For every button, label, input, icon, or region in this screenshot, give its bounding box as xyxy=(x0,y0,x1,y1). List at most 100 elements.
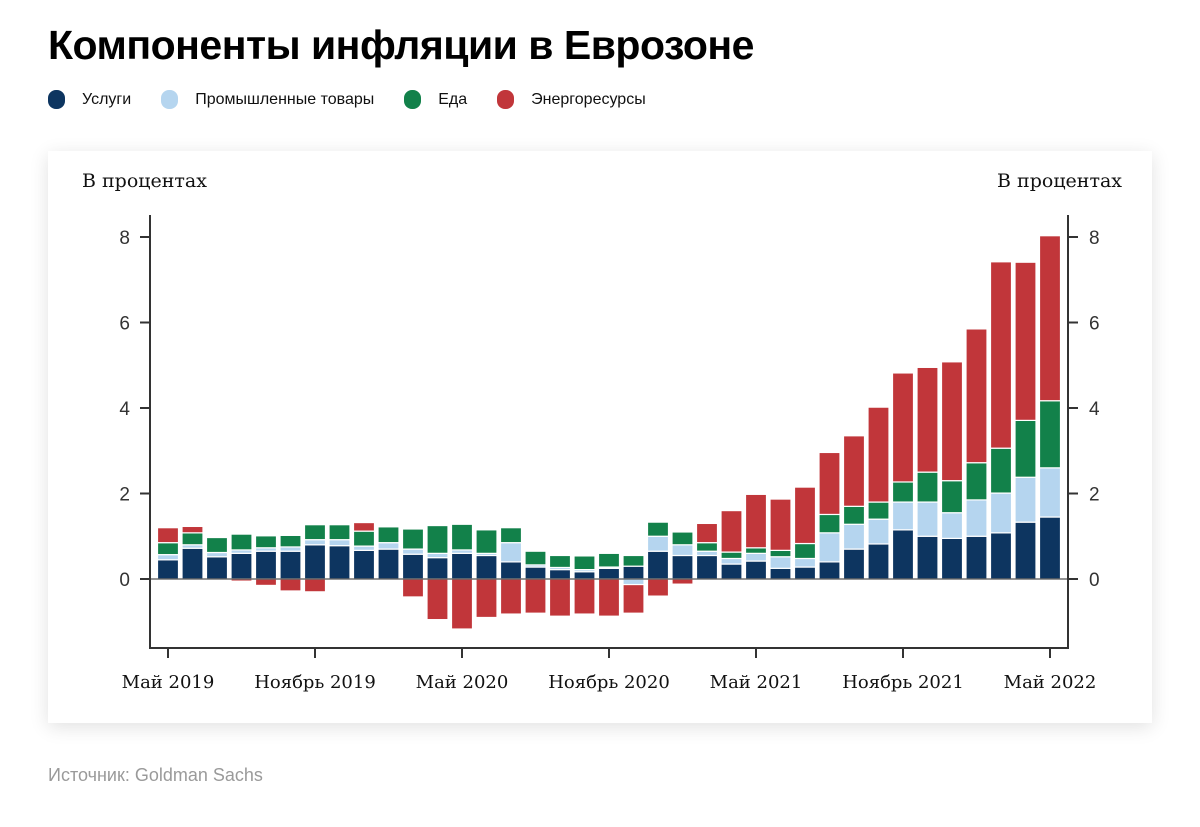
bar-segment xyxy=(720,557,743,565)
bar-segment xyxy=(303,544,327,580)
y-tick-label-right: 4 xyxy=(1089,399,1100,420)
bar-segment xyxy=(401,528,425,550)
bar-segment xyxy=(744,560,768,580)
bar-segment xyxy=(254,535,278,549)
bar-segment xyxy=(1038,235,1062,402)
bar-segment xyxy=(279,546,302,552)
source-note: Источник: Goldman Sachs xyxy=(48,765,263,785)
legend-item-services: Услуги xyxy=(48,90,131,109)
bar-segment xyxy=(401,553,425,580)
bar-segment xyxy=(1014,261,1037,421)
bar-segment xyxy=(622,554,645,567)
bar-segment xyxy=(818,451,841,516)
bar-segment xyxy=(818,532,841,563)
x-tick-label: Ноябрь 2020 xyxy=(548,672,670,693)
legend-swatch-industrial-goods xyxy=(161,90,179,109)
bar-segment xyxy=(328,545,351,580)
x-tick-label: Май 2021 xyxy=(710,672,803,693)
axes-group: 0 0 2 2 4 4 6 6 8 8 Май 2019 Ноябрь 2019 Май 2020 Ноя… xyxy=(119,215,1100,693)
bar-segment xyxy=(793,486,817,545)
bar-segment xyxy=(230,533,253,551)
bar-segment xyxy=(940,480,964,514)
bar-segment xyxy=(965,499,988,537)
bar-segment xyxy=(1014,419,1037,478)
bar-segment xyxy=(891,529,915,580)
bar-segment xyxy=(1014,521,1037,580)
legend-item-industrial-goods: Промышленные товары xyxy=(161,90,374,109)
bar-segment xyxy=(965,462,988,501)
chart-title: Компоненты инфляции в Еврозоне xyxy=(48,22,754,68)
bar-segment xyxy=(793,566,817,580)
bar-segment xyxy=(181,547,204,580)
y-tick-label-left: 6 xyxy=(119,314,130,335)
legend-item-energy: Энергоресурсы xyxy=(497,90,646,109)
bar-segment xyxy=(181,532,204,546)
bar-segment xyxy=(352,549,376,580)
bar-segment xyxy=(646,521,670,537)
bar-segment xyxy=(818,513,841,534)
bar-segment xyxy=(965,328,988,464)
bar-segment xyxy=(548,554,572,569)
bar-segment xyxy=(156,554,180,561)
x-tick-label: Май 2022 xyxy=(1004,672,1097,693)
bar-segment xyxy=(254,578,278,587)
bar-segment xyxy=(328,539,351,547)
bar-segment xyxy=(695,550,719,557)
bar-segment xyxy=(597,552,621,568)
bar-segment xyxy=(352,530,376,547)
bar-segment xyxy=(573,571,596,580)
bar-segment xyxy=(891,372,915,483)
bar-segment xyxy=(989,532,1013,580)
bar-segment xyxy=(842,435,866,507)
bar-segment xyxy=(867,406,890,503)
bar-segment xyxy=(989,447,1013,494)
bar-segment xyxy=(671,544,694,557)
bar-segment xyxy=(695,542,719,552)
bar-segment xyxy=(1014,476,1037,523)
bar-segment xyxy=(916,471,939,503)
bar-segment xyxy=(842,548,866,580)
bar-segment xyxy=(622,583,645,614)
bar-segment xyxy=(426,557,449,580)
y-tick-label-right: 6 xyxy=(1089,314,1100,335)
bar-segment xyxy=(181,525,204,534)
bar-segment xyxy=(450,523,474,551)
x-tick-label: Май 2020 xyxy=(416,672,509,693)
bar-segment xyxy=(1038,516,1062,580)
bar-segment xyxy=(524,578,547,614)
bar-segment xyxy=(744,552,768,562)
bar-segment xyxy=(720,563,743,580)
y-axis-unit-right: В процентах xyxy=(997,170,1122,192)
bar-segment xyxy=(720,551,743,560)
bar-segment xyxy=(818,561,841,580)
bar-segment xyxy=(646,535,670,552)
bar-segment xyxy=(573,555,596,571)
bar-segment xyxy=(499,542,523,563)
bar-segment xyxy=(842,505,866,525)
bar-segment xyxy=(377,542,400,550)
bar-segment xyxy=(426,552,449,559)
bar-segment xyxy=(965,535,988,580)
x-tick-label: Ноябрь 2021 xyxy=(842,672,964,693)
bar-segment xyxy=(230,552,253,580)
bar-segment xyxy=(377,526,400,544)
bar-segment xyxy=(867,543,890,580)
x-tick-label: Ноябрь 2019 xyxy=(254,672,376,693)
bar-segment xyxy=(671,531,694,546)
legend: Услуги Промышленные товары Еда Энергорес… xyxy=(48,90,676,109)
bar-segment xyxy=(940,537,964,580)
legend-label-services: Услуги xyxy=(82,90,132,108)
bar-segment xyxy=(524,566,547,580)
legend-swatch-energy xyxy=(497,90,515,109)
bar-segment xyxy=(156,527,180,544)
bar-segment xyxy=(279,534,302,548)
bar-segment xyxy=(205,536,229,554)
legend-swatch-food xyxy=(404,90,422,109)
bar-segment xyxy=(1038,467,1062,518)
bar-segment xyxy=(769,498,792,551)
bar-segment xyxy=(916,366,939,473)
bar-segment xyxy=(720,510,743,553)
bar-segment xyxy=(303,524,327,541)
bar-segment xyxy=(303,578,327,593)
